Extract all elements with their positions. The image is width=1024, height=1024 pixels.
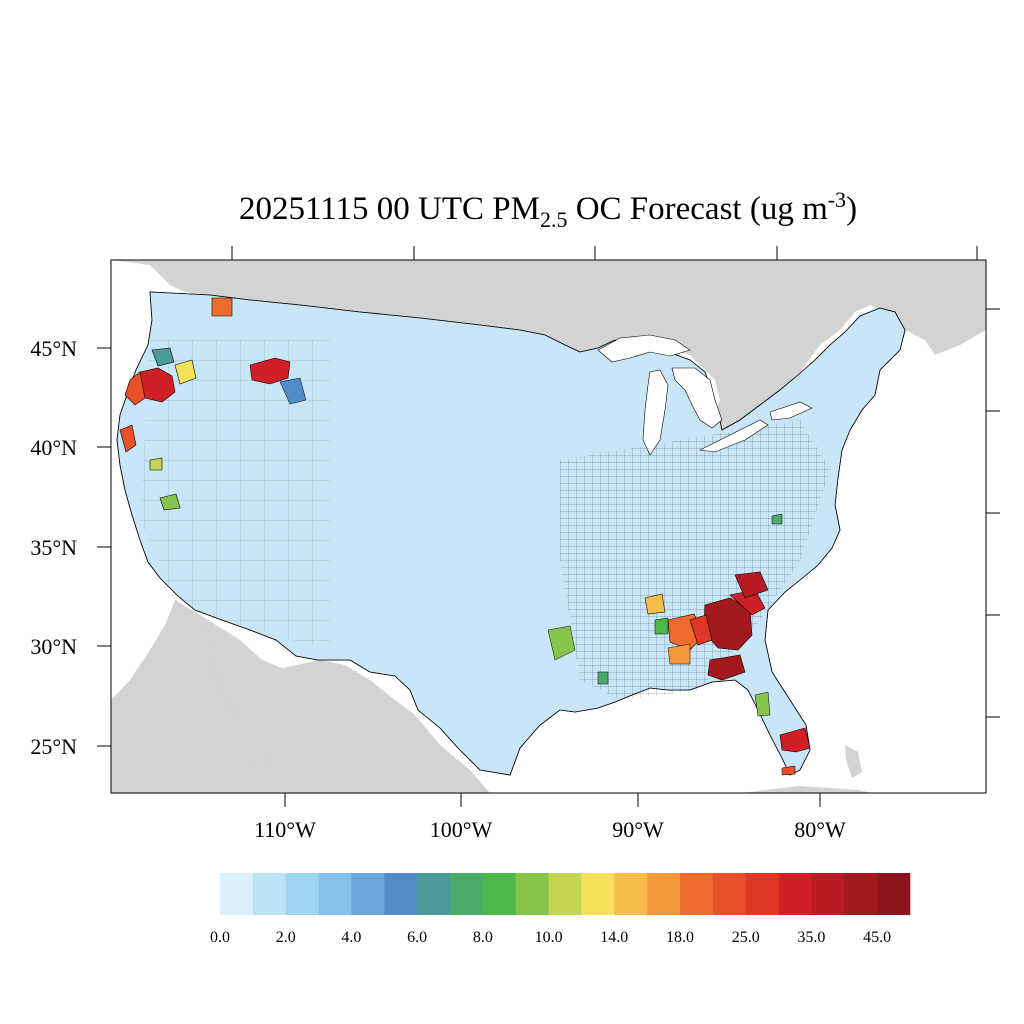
colorbar bbox=[220, 873, 911, 915]
hotspot-texas-green bbox=[547, 625, 576, 661]
canada-land bbox=[111, 260, 986, 430]
lon-label: 110°W bbox=[254, 817, 316, 842]
lake-ontario bbox=[769, 401, 813, 421]
colorbar-swatch bbox=[844, 873, 878, 915]
east-county-grid bbox=[560, 420, 830, 700]
lat-label: 30°N bbox=[30, 634, 77, 659]
colorbar-swatch bbox=[351, 873, 385, 915]
hotspot-calif-yellowgreen bbox=[149, 457, 163, 471]
hotspot-fl-green bbox=[754, 691, 771, 717]
colorbar-swatch bbox=[614, 873, 648, 915]
lake-superior bbox=[597, 334, 691, 363]
hotspot-la-green bbox=[597, 671, 609, 685]
colorbar-swatch bbox=[384, 873, 418, 915]
latitude-labels: 45°N 40°N 35°N 30°N 25°N bbox=[30, 336, 77, 759]
hotspot-ms-green bbox=[654, 617, 669, 635]
nova-scotia-land bbox=[920, 285, 986, 320]
lat-label: 35°N bbox=[30, 535, 77, 560]
colorbar-tick-label: 45.0 bbox=[863, 929, 891, 946]
longitude-labels: 110°W 100°W 90°W 80°W bbox=[254, 817, 846, 842]
colorbar-swatch bbox=[811, 873, 845, 915]
lat-label: 45°N bbox=[30, 336, 77, 361]
lon-label: 90°W bbox=[612, 817, 664, 842]
mexico-land bbox=[111, 600, 490, 793]
colorbar-tick-label: 18.0 bbox=[666, 929, 694, 946]
hotspot-calif-coast bbox=[119, 424, 137, 453]
colorbar-swatch bbox=[482, 873, 517, 915]
colorbar-swatch bbox=[548, 873, 582, 915]
hotspot-oregon-yellow bbox=[174, 359, 197, 385]
hotspot-south-florida bbox=[779, 727, 811, 753]
lat-label: 40°N bbox=[30, 435, 77, 460]
colorbar-swatch bbox=[745, 873, 779, 915]
map-frame bbox=[110, 259, 987, 794]
colorbar-tick-label: 8.0 bbox=[473, 929, 493, 946]
lon-label: 80°W bbox=[794, 817, 846, 842]
hotspot-va-green bbox=[771, 513, 783, 525]
hotspot-montana-blue bbox=[279, 377, 307, 405]
colorbar-swatch bbox=[778, 873, 812, 915]
colorbar-tick-label: 6.0 bbox=[407, 929, 427, 946]
colorbar-swatch bbox=[220, 873, 254, 915]
hotspot-ms-yellow bbox=[644, 593, 666, 615]
hotspot-fl-panhandle bbox=[707, 654, 746, 681]
hotspot-sc-red bbox=[734, 571, 769, 599]
colorbar-swatch bbox=[647, 873, 681, 915]
colorbar-swatch bbox=[450, 873, 484, 915]
colorbar-tick-label: 4.0 bbox=[341, 929, 361, 946]
lake-michigan bbox=[642, 369, 669, 456]
lake-huron bbox=[671, 367, 723, 429]
colorbar-tick-label: 10.0 bbox=[535, 929, 563, 946]
lat-label: 25°N bbox=[30, 734, 77, 759]
colorbar-swatch bbox=[515, 873, 549, 915]
hotspot-keys bbox=[781, 765, 796, 776]
colorbar-tick-label: 14.0 bbox=[600, 929, 628, 946]
chart-title: 20251115 00 UTC PM2.5 OC Forecast (ug m-… bbox=[239, 187, 857, 232]
lon-label: 100°W bbox=[430, 817, 493, 842]
hotspot-oregon-teal bbox=[151, 347, 175, 367]
colorbar-swatch bbox=[285, 873, 319, 915]
colorbar-swatch bbox=[318, 873, 352, 915]
baja-land bbox=[205, 625, 268, 770]
colorbar-labels: 0.0 2.0 4.0 6.0 8.0 10.0 14.0 18.0 25.0 35.0 45.0 bbox=[210, 929, 891, 946]
colorbar-swatch bbox=[581, 873, 615, 915]
map-panel bbox=[111, 260, 986, 793]
colorbar-tick-label: 25.0 bbox=[732, 929, 760, 946]
colorbar-tick-label: 35.0 bbox=[797, 929, 825, 946]
lake-erie bbox=[698, 419, 769, 453]
cuba-land bbox=[740, 786, 870, 793]
colorbar-tick-label: 2.0 bbox=[276, 929, 296, 946]
hotspot-wa-orange bbox=[211, 297, 233, 317]
colorbar-swatch bbox=[877, 873, 911, 915]
hotspot-oregon-orange bbox=[124, 371, 146, 406]
colorbar-swatch bbox=[252, 873, 287, 915]
colorbar-swatch bbox=[680, 873, 714, 915]
axis-ticks bbox=[97, 246, 1000, 807]
hotspot-calif-green bbox=[159, 493, 181, 511]
colorbar-swatch bbox=[417, 873, 451, 915]
hotspot-fl-orange bbox=[667, 643, 691, 665]
bahamas-land bbox=[845, 745, 862, 778]
west-county-grid bbox=[140, 340, 330, 650]
hotspot-idaho-red bbox=[249, 357, 291, 385]
hotspot-al-red bbox=[689, 614, 713, 646]
colorbar-swatch bbox=[712, 873, 747, 915]
colorbar-tick-label: 0.0 bbox=[210, 929, 230, 946]
